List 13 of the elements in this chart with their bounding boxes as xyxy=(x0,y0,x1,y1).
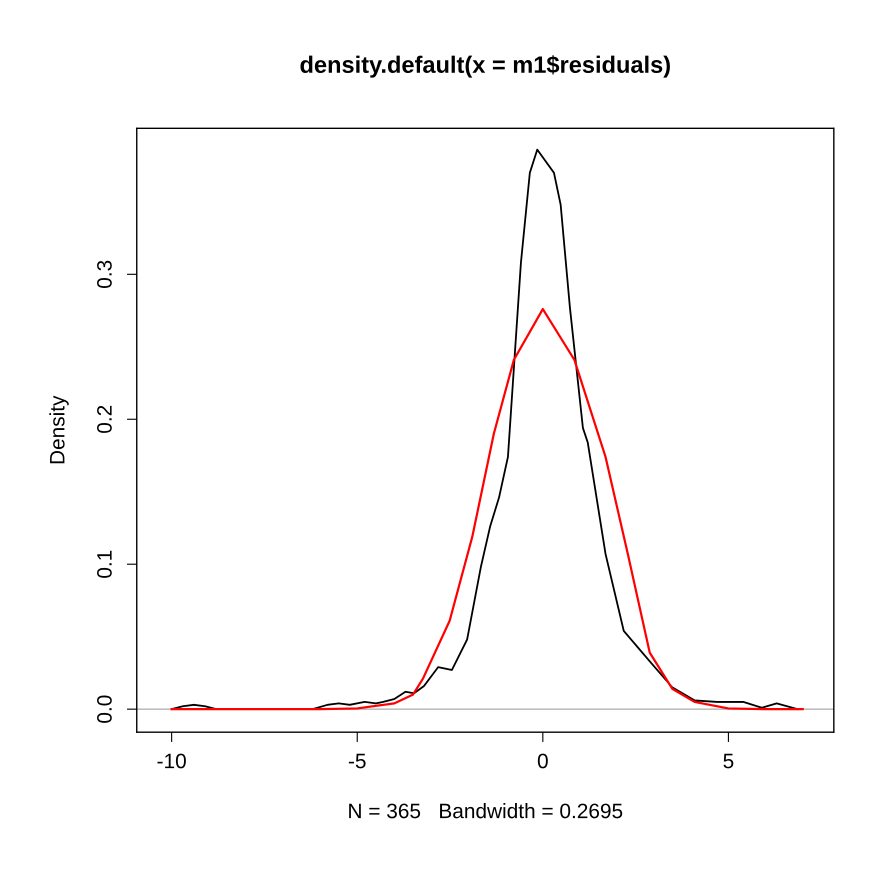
y-tick-label: 0.2 xyxy=(97,406,112,433)
chart-title: density.default(x = m1$residuals) xyxy=(300,55,670,78)
y-tick-label: 0.3 xyxy=(97,260,112,288)
x-axis-title: N = 365 Bandwidth = 0.2695 xyxy=(349,803,622,818)
x-tick-label: -5 xyxy=(348,754,366,768)
line-series xyxy=(170,148,798,710)
x-tick-label: 0 xyxy=(538,754,548,768)
line-series xyxy=(170,308,804,710)
y-tick-label: 0.1 xyxy=(97,550,112,578)
x-tick-label: -10 xyxy=(158,754,186,768)
x-tick-label: 5 xyxy=(723,754,734,768)
y-tick-label: 0.0 xyxy=(97,695,112,723)
y-axis-title: Density xyxy=(49,396,69,464)
